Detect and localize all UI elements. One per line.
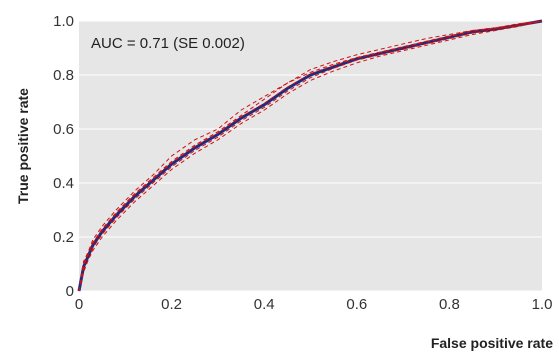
y-tick-label: 0.6 bbox=[53, 121, 74, 138]
tick-labels: 0 0.2 0.4 0.6 0.8 1.0 0 0.2 0.4 0.6 0.8 1.0 bbox=[53, 13, 552, 313]
bootstrap-roc-curve-4 bbox=[78, 20, 543, 292]
y-tick-label: 0.4 bbox=[53, 175, 74, 192]
bootstrap-roc-curve-1 bbox=[78, 20, 543, 292]
x-tick-label: 0.4 bbox=[254, 296, 275, 313]
x-tick-label: 0.2 bbox=[161, 296, 182, 313]
x-tick-label: 0 bbox=[75, 296, 83, 313]
y-tick-label: 0 bbox=[66, 283, 74, 300]
x-axis-title: False positive rate bbox=[431, 335, 553, 351]
bootstrap-roc-curve-3 bbox=[78, 20, 543, 292]
auc-annotation: AUC = 0.71 (SE 0.002) bbox=[91, 35, 245, 52]
x-tick-label: 0.6 bbox=[346, 296, 367, 313]
mean-roc-curve bbox=[77, 19, 543, 292]
x-tick-label: 0.8 bbox=[439, 296, 460, 313]
plot-area bbox=[79, 21, 542, 291]
bootstrap-roc-curve-5 bbox=[78, 20, 543, 292]
x-tick-label: 1.0 bbox=[532, 296, 553, 313]
bootstrap-roc-curve-2 bbox=[78, 20, 543, 292]
y-tick-label: 0.2 bbox=[53, 229, 74, 246]
y-axis-title: True positive rate bbox=[15, 88, 31, 204]
y-tick-label: 1.0 bbox=[53, 13, 74, 30]
y-tick-label: 0.8 bbox=[53, 67, 74, 84]
roc-curves bbox=[77, 19, 543, 292]
